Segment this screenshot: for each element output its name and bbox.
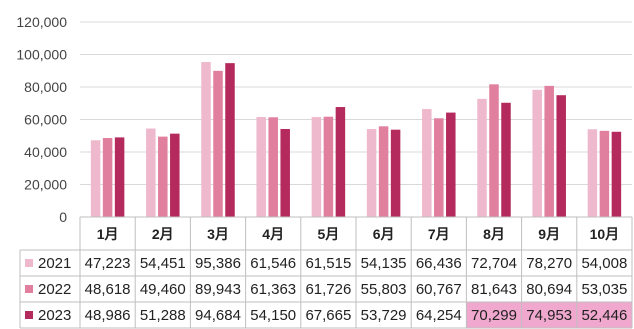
y-tick-label: 0 xyxy=(59,209,67,225)
data-label: 49,460 xyxy=(140,281,186,298)
x-tick-label: 6月 xyxy=(373,226,395,242)
data-label: 72,704 xyxy=(471,255,517,272)
bar-2022-4 xyxy=(323,116,334,217)
x-tick-label: 7月 xyxy=(428,226,450,242)
x-tick-label: 9月 xyxy=(538,226,560,242)
bar-2021-0 xyxy=(90,140,101,217)
data-label: 64,254 xyxy=(416,307,462,324)
data-label: 61,546 xyxy=(250,255,296,272)
bar-2023-9 xyxy=(611,131,622,217)
legend-key-2023 xyxy=(25,311,33,319)
bar-2022-7 xyxy=(489,84,499,217)
legend-label: 2021 xyxy=(38,255,71,272)
bar-2022-5 xyxy=(378,126,389,217)
y-tick-label: 20,000 xyxy=(24,177,67,193)
data-label: 61,363 xyxy=(250,281,296,298)
legend-key-2021 xyxy=(25,259,33,267)
data-label: 61,726 xyxy=(305,281,351,298)
data-label: 53,035 xyxy=(581,281,627,298)
data-label: 89,943 xyxy=(195,281,241,298)
bar-2021-1 xyxy=(146,128,156,217)
data-label: 80,694 xyxy=(526,281,572,298)
bar-2021-9 xyxy=(587,129,598,217)
data-label: 60,767 xyxy=(416,281,462,298)
bar-2023-1 xyxy=(170,133,180,217)
bar-2021-3 xyxy=(256,116,266,217)
bar-2022-9 xyxy=(599,130,610,217)
data-label: 67,665 xyxy=(305,307,351,324)
x-tick-label: 4月 xyxy=(262,226,284,242)
data-label: 54,008 xyxy=(581,255,627,272)
x-tick-label: 10月 xyxy=(590,226,620,242)
bar-2022-8 xyxy=(544,85,554,217)
x-tick-label: 5月 xyxy=(318,226,340,242)
x-tick-label: 3月 xyxy=(207,226,229,242)
y-tick-label: 100,000 xyxy=(16,47,67,63)
bar-2021-8 xyxy=(532,89,542,217)
bar-2021-7 xyxy=(477,98,487,217)
bar-2021-2 xyxy=(201,61,211,218)
data-label: 66,436 xyxy=(416,255,462,272)
bar-2023-4 xyxy=(335,107,346,217)
data-label: 74,953 xyxy=(526,307,572,324)
y-tick-label: 80,000 xyxy=(24,79,67,95)
bar-2023-5 xyxy=(390,129,401,217)
bar-2023-6 xyxy=(446,112,456,217)
data-label: 53,729 xyxy=(361,307,407,324)
data-label: 81,643 xyxy=(471,281,517,298)
x-tick-label: 2月 xyxy=(152,226,174,242)
bar-2023-7 xyxy=(501,102,511,217)
highlighted-cell xyxy=(521,302,577,328)
data-label: 54,150 xyxy=(250,307,296,324)
data-label: 52,446 xyxy=(581,307,627,324)
bar-2021-6 xyxy=(422,109,432,217)
x-tick-label: 8月 xyxy=(483,226,505,242)
bar-2022-3 xyxy=(268,117,278,217)
y-tick-label: 40,000 xyxy=(24,144,67,160)
legend-key-2022 xyxy=(25,285,33,293)
bar-2021-5 xyxy=(366,129,377,217)
data-label: 55,803 xyxy=(361,281,407,298)
data-label: 48,618 xyxy=(85,281,131,298)
highlighted-cell xyxy=(466,302,522,328)
bar-2023-3 xyxy=(280,129,290,217)
legend-label: 2022 xyxy=(38,281,71,298)
data-label: 47,223 xyxy=(85,255,131,272)
y-tick-label: 60,000 xyxy=(24,112,67,128)
data-label: 94,684 xyxy=(195,307,241,324)
data-label: 78,270 xyxy=(526,255,572,272)
bar-2023-8 xyxy=(556,95,566,217)
bar-2022-1 xyxy=(158,136,168,217)
y-tick-label: 120,000 xyxy=(16,14,67,30)
data-label: 70,299 xyxy=(471,307,517,324)
bar-2023-0 xyxy=(114,137,125,217)
bar-2023-2 xyxy=(225,63,235,217)
bar-2022-2 xyxy=(213,70,223,218)
bar-2022-0 xyxy=(102,137,113,217)
bar-2022-6 xyxy=(434,118,444,217)
data-label: 54,451 xyxy=(140,255,186,272)
x-tick-label: 1月 xyxy=(97,226,119,242)
data-label: 61,515 xyxy=(305,255,351,272)
legend-label: 2023 xyxy=(38,307,71,324)
data-label: 51,288 xyxy=(140,307,186,324)
bar-2021-4 xyxy=(311,117,322,217)
data-label: 48,986 xyxy=(85,307,131,324)
highlighted-cell xyxy=(576,302,632,328)
data-label: 95,386 xyxy=(195,255,241,272)
data-label: 54,135 xyxy=(361,255,407,272)
